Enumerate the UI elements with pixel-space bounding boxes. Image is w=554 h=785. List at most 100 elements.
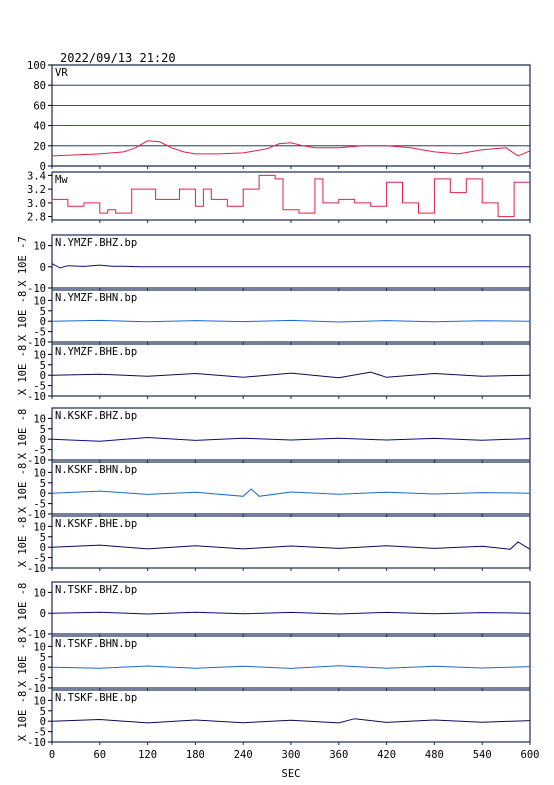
panel-label: N.KSKF.BHE.bp xyxy=(55,518,137,530)
y-tick-label: 5 xyxy=(40,424,46,436)
y-tick-label: -5 xyxy=(33,553,46,565)
y-tick-label: 5 xyxy=(40,360,46,372)
y-tick-label: -5 xyxy=(33,327,46,339)
x-axis: 0 60 120 180 240 300 360 420 480 540 600 xyxy=(49,749,540,761)
y-tick-label: 10 xyxy=(33,413,46,425)
y-tick-label: -10 xyxy=(27,283,46,295)
y-tick-label: 3.0 xyxy=(27,198,46,210)
y-tick-label: 5 xyxy=(40,478,46,490)
y-tick-label: 0 xyxy=(40,488,46,500)
y-unit-label: X 10E -8 xyxy=(17,345,29,396)
y-unit-label: X 10E -8 xyxy=(17,291,29,342)
y-tick-label: 5 xyxy=(40,532,46,544)
x-tick-label: 540 xyxy=(473,749,492,761)
panel-label: VR xyxy=(55,67,68,79)
y-tick-label: -5 xyxy=(33,727,46,739)
y-tick-label: -5 xyxy=(33,445,46,457)
y-tick-label: -5 xyxy=(33,499,46,511)
y-unit-label: X 10E -7 xyxy=(17,236,29,287)
y-tick-label: 0 xyxy=(40,434,46,446)
panel-label: N.YMZF.BHE.bp xyxy=(55,346,137,358)
panel-frame xyxy=(51,64,531,167)
y-unit-label: X 10E -8 xyxy=(17,691,29,742)
y-tick-label: 0 xyxy=(40,662,46,674)
series-line-kskf-bhz xyxy=(51,436,531,442)
y-tick-label: 5 xyxy=(40,652,46,664)
y-tick-label: -10 xyxy=(27,337,46,349)
x-tick-label: 420 xyxy=(377,749,396,761)
panel-label: N.KSKF.BHN.bp xyxy=(55,464,137,476)
series-line-ymzf-bhz xyxy=(51,263,530,269)
y-tick-label: 10 xyxy=(33,241,46,253)
y-tick-label: -5 xyxy=(33,673,46,685)
y-tick-label: -10 xyxy=(27,391,46,403)
y-tick-label: -10 xyxy=(27,563,46,575)
y-tick-label: -10 xyxy=(27,509,46,521)
panel-label: N.TSKF.BHN.bp xyxy=(55,638,137,650)
y-tick-label: -5 xyxy=(33,381,46,393)
panel-tskf-bhz: -10 0 10 X 10E -8 N.TSKF.BHZ.bp xyxy=(17,581,531,641)
series-line-tskf-bhe xyxy=(51,718,531,724)
y-tick-label: 80 xyxy=(33,80,46,92)
x-tick-label: 240 xyxy=(234,749,253,761)
y-tick-label: 100 xyxy=(27,60,46,72)
y-tick-label: 5 xyxy=(40,706,46,718)
y-tick-label: -10 xyxy=(27,683,46,695)
y-tick-label: 40 xyxy=(33,121,46,133)
y-tick-label: 10 xyxy=(33,295,46,307)
series-line-kskf-bhe xyxy=(51,541,531,550)
panel-label: N.KSKF.BHZ.bp xyxy=(55,410,137,422)
y-tick-label: 0 xyxy=(40,608,46,620)
y-tick-label: 0 xyxy=(40,316,46,328)
x-tick-label: 120 xyxy=(138,749,157,761)
y-tick-label: 10 xyxy=(33,521,46,533)
series-line-tskf-bhz xyxy=(51,611,531,615)
x-tick-label: 0 xyxy=(49,749,55,761)
series-line-ymzf-bhe xyxy=(51,371,531,379)
y-tick-label: 3.4 xyxy=(27,170,46,182)
panel-mw: 2.8 3.0 3.2 3.4 Mw xyxy=(27,170,531,224)
y-tick-label: 10 xyxy=(33,587,46,599)
y-tick-label: 10 xyxy=(33,467,46,479)
x-tick-label: 180 xyxy=(186,749,205,761)
series-line-vr xyxy=(51,140,531,157)
y-tick-label: 5 xyxy=(40,306,46,318)
x-tick-label: 480 xyxy=(425,749,444,761)
y-tick-label: 0 xyxy=(40,370,46,382)
y-unit-label: X 10E -8 xyxy=(17,463,29,514)
panel-label: N.TSKF.BHE.bp xyxy=(55,692,137,704)
y-tick-label: 0 xyxy=(40,262,46,274)
y-tick-label: -10 xyxy=(27,455,46,467)
y-tick-label: -10 xyxy=(27,737,46,749)
series-line-kskf-bhn xyxy=(51,488,531,497)
y-tick-label: 0 xyxy=(40,542,46,554)
y-tick-label: 60 xyxy=(33,100,46,112)
y-tick-label: 0 xyxy=(40,716,46,728)
series-line-mw xyxy=(51,174,530,218)
panel-label: N.YMZF.BHN.bp xyxy=(55,292,137,304)
panel-label: Mw xyxy=(55,174,68,186)
x-tick-label: 360 xyxy=(329,749,348,761)
y-tick-label: 10 xyxy=(33,349,46,361)
y-tick-label: 0 xyxy=(40,161,46,173)
y-tick-label: 10 xyxy=(33,641,46,653)
y-tick-label: 2.8 xyxy=(27,212,46,224)
x-tick-label: 600 xyxy=(521,749,540,761)
panel-vr: 0 20 40 60 80 100 VR xyxy=(27,60,531,173)
x-axis-title: SEC xyxy=(282,768,301,780)
x-tick-label: 60 xyxy=(93,749,106,761)
panel-label: N.YMZF.BHZ.bp xyxy=(55,237,137,249)
chart-title: 2022/09/13 21:20 xyxy=(60,51,176,65)
y-unit-label: X 10E -8 xyxy=(17,583,29,634)
y-tick-label: -10 xyxy=(27,629,46,641)
y-tick-label: 20 xyxy=(33,141,46,153)
